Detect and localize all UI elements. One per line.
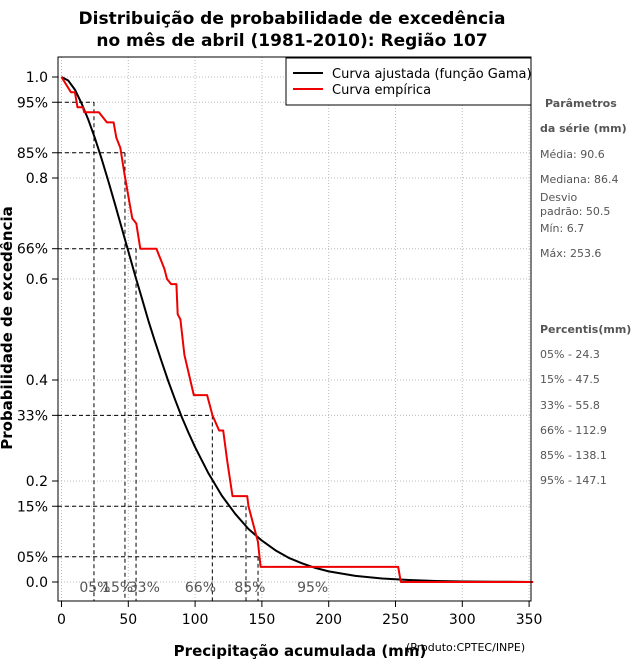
param-mediana: Mediana: 86.4: [540, 173, 618, 186]
percentile-bottom-label: 33%: [129, 580, 160, 596]
x-axis: 0 50 100 150 200 250 300 350: [57, 601, 542, 628]
percentile-bottom-label: 95%: [297, 580, 328, 596]
x-tick-label: 150: [249, 612, 276, 628]
percentile-bottom-label: 15%: [102, 580, 133, 596]
param-media: Média: 90.6: [540, 148, 605, 161]
y-tick-label: 0.2: [26, 474, 48, 490]
plot-frame: [57, 56, 532, 602]
percentile-bottom-label: 05%: [79, 580, 110, 596]
percentile-bottom-labels: 05%15%33% 66% 85% 95%: [79, 580, 328, 596]
y-axis-label: Probabilidade de excedência: [0, 206, 16, 450]
percentil-85: 85% - 138.1: [540, 449, 607, 462]
gamma-fit-line: [61, 76, 534, 583]
legend-box: [285, 57, 532, 106]
y-tick-label: 15%: [17, 499, 48, 515]
x-tick-label: 0: [57, 612, 66, 628]
y-tick-label: 05%: [17, 550, 48, 566]
percentil-95: 95% - 147.1: [540, 474, 607, 487]
legend: Curva ajustada (função Gama) Curva empír…: [285, 57, 532, 106]
param-min: Mín: 6.7: [540, 222, 584, 235]
x-tick-label: 300: [449, 612, 476, 628]
legend-label-empirical: Curva empírica: [332, 83, 431, 98]
percentil-05: 05% - 24.3: [540, 348, 600, 361]
percentil-33: 33% - 55.8: [540, 399, 600, 412]
y-axis: 1.0 95% 85% 0.8 66% 0.6 0.4 33% 0.2 15% 05% 0.0: [17, 70, 58, 591]
x-tick-label: 100: [182, 612, 209, 628]
percentile-guide-lines: [58, 101, 259, 601]
y-tick-label: 33%: [17, 408, 48, 424]
y-tick-label: 95%: [17, 95, 48, 111]
params-title-2: da série (mm): [540, 122, 627, 135]
x-axis-label: Precipitação acumulada (mm): [174, 642, 427, 660]
y-tick-label: 0.8: [26, 171, 48, 187]
side-panel: Parâmetros da série (mm) Média: 90.6 Med…: [540, 97, 631, 487]
chart-title-line1: Distribuição de probabilidade de excedên…: [79, 9, 506, 29]
y-tick-label: 0.6: [26, 272, 48, 288]
param-max: Máx: 253.6: [540, 247, 601, 260]
y-tick-label: 66%: [17, 242, 48, 258]
legend-label-gamma: Curva ajustada (função Gama): [332, 67, 532, 82]
series-lines: [60, 76, 534, 583]
y-tick-label: 85%: [17, 146, 48, 162]
percentile-bottom-label: 85%: [234, 580, 265, 596]
x-tick-label: 350: [516, 612, 543, 628]
x-tick-label: 200: [315, 612, 342, 628]
param-desvio-1: Desvio: [540, 191, 578, 204]
param-desvio-2: padrão: 50.5: [540, 205, 610, 218]
empirical-line: [60, 76, 534, 583]
y-tick-label: 1.0: [26, 70, 48, 86]
percentil-15: 15% - 47.5: [540, 373, 600, 386]
x-tick-label: 250: [382, 612, 409, 628]
y-tick-label: 0.0: [26, 575, 48, 591]
credit-text: (Produto:CPTEC/INPE): [406, 641, 525, 654]
percentis-title: Percentis(mm): [540, 323, 631, 336]
percentil-66: 66% - 112.9: [540, 424, 607, 437]
chart-title-line2: no mês de abril (1981-2010): Região 107: [96, 31, 487, 51]
grid-lines: [58, 57, 531, 601]
params-title-1: Parâmetros: [545, 97, 617, 110]
y-tick-label: 0.4: [26, 373, 48, 389]
x-tick-label: 50: [119, 612, 137, 628]
percentile-bottom-label: 66%: [185, 580, 216, 596]
